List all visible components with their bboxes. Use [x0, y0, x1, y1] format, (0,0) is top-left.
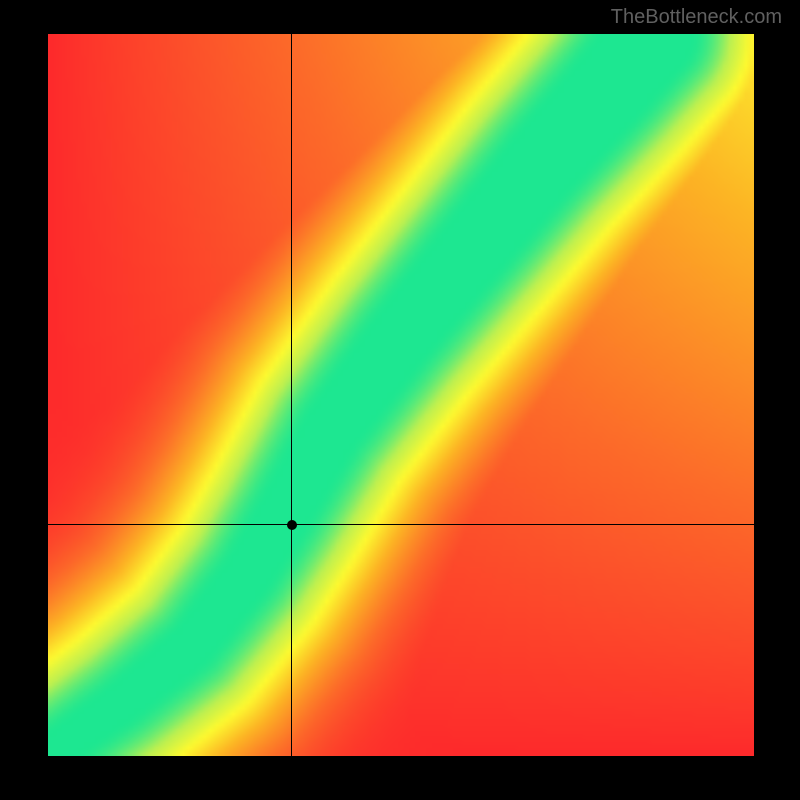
crosshair-horizontal	[48, 524, 754, 525]
watermark-text: TheBottleneck.com	[611, 6, 782, 29]
frame-bottom	[0, 756, 800, 800]
heatmap-plot	[48, 34, 754, 756]
frame-right	[754, 0, 800, 800]
crosshair-marker	[287, 520, 297, 530]
crosshair-vertical	[291, 34, 292, 756]
frame-left	[0, 0, 48, 800]
chart-container: TheBottleneck.com	[0, 0, 800, 800]
